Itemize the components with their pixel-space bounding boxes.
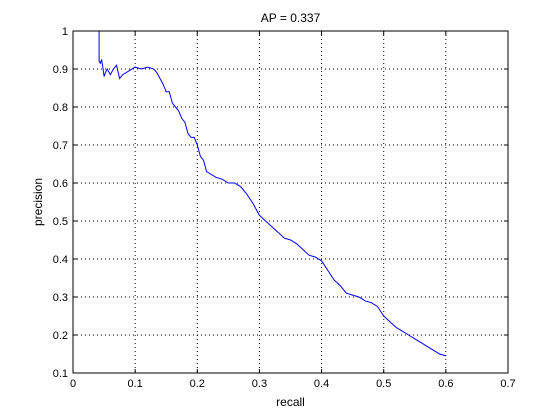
- y-axis-title: precision: [31, 178, 45, 226]
- x-tick-label: 0: [70, 378, 76, 390]
- y-tick-label: 0.6: [53, 178, 68, 190]
- x-tick-label: 0.2: [190, 378, 205, 390]
- x-tick-label: 0.5: [376, 378, 391, 390]
- x-tick-label: 0.1: [127, 378, 142, 390]
- axes-background: [72, 30, 509, 374]
- y-tick-label: 0.7: [53, 140, 68, 152]
- chart-title: AP = 0.337: [261, 11, 321, 25]
- y-tick-label: 0.4: [53, 254, 68, 266]
- y-tick-label: 1: [62, 26, 68, 38]
- x-tick-label: 0.7: [500, 378, 515, 390]
- x-tick-label: 0.4: [314, 378, 329, 390]
- y-tick-labels: 0.1 0.2 0.3 0.4 0.5 0.6 0.7 0.8 0.9 1: [53, 26, 68, 380]
- y-tick-label: 0.8: [53, 102, 68, 114]
- y-tick-label: 0.2: [53, 330, 68, 342]
- x-tick-label: 0.6: [438, 378, 453, 390]
- grid-lines: [73, 31, 508, 373]
- x-axis-title: recall: [276, 395, 305, 409]
- series-layer: [98, 31, 447, 357]
- x-tick-labels: 0 0.1 0.2 0.3 0.4 0.5 0.6 0.7: [70, 378, 516, 390]
- y-tick-label: 0.3: [53, 292, 68, 304]
- y-tick-label: 0.5: [53, 216, 68, 228]
- axes-frame: [72, 30, 509, 374]
- x-tick-label: 0.3: [252, 378, 267, 390]
- precision-recall-line: [98, 31, 447, 357]
- y-tick-label: 0.1: [53, 368, 68, 380]
- y-tick-label: 0.9: [53, 64, 68, 76]
